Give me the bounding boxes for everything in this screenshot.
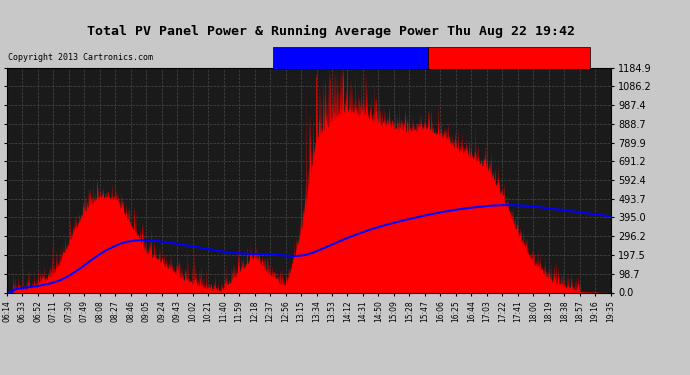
Text: Total PV Panel Power & Running Average Power Thu Aug 22 19:42: Total PV Panel Power & Running Average P…	[87, 24, 575, 38]
Text: Copyright 2013 Cartronics.com: Copyright 2013 Cartronics.com	[8, 53, 153, 62]
Text: PV Panels  (DC Watts): PV Panels (DC Watts)	[431, 54, 544, 63]
Text: Average  (DC Watts): Average (DC Watts)	[276, 54, 378, 63]
